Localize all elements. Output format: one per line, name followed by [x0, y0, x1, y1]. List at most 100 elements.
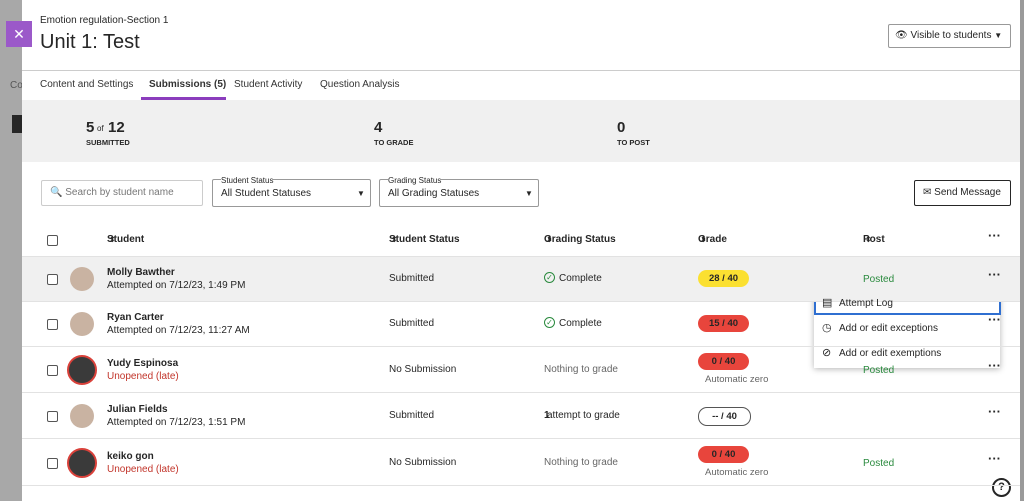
- grading-status: attempt to grade: [547, 410, 620, 421]
- menu-icon: ▤: [822, 297, 833, 309]
- row-divider: [22, 438, 1020, 439]
- stat-value: 0: [617, 119, 626, 136]
- filter-value: All Grading Statuses: [388, 188, 480, 199]
- post-status: Posted: [863, 274, 895, 285]
- student-detail: Attempted on 7/12/23, 1:51 PM: [107, 417, 246, 428]
- column-header[interactable]: Grade: [698, 234, 727, 245]
- row-actions[interactable]: ···: [988, 312, 1001, 327]
- grading-count: 1: [544, 410, 550, 421]
- divider: [22, 70, 1020, 71]
- grade-pill[interactable]: 0 / 40: [698, 446, 749, 463]
- student-status: Submitted: [389, 318, 435, 329]
- column-header[interactable]: Post: [863, 234, 885, 245]
- help-button[interactable]: ?: [992, 478, 1011, 497]
- grading-status: Nothing to grade: [544, 364, 618, 375]
- filter-value: All Student Statuses: [221, 188, 312, 199]
- grade-pill[interactable]: 0 / 40: [698, 353, 749, 370]
- student-status: Submitted: [389, 273, 435, 284]
- grading-status: Complete: [559, 273, 602, 284]
- row-divider: [22, 346, 1020, 347]
- stats-band: [22, 100, 1020, 162]
- grade-note: Automatic zero: [705, 374, 769, 385]
- row-checkbox[interactable]: [47, 365, 58, 376]
- sort-icon[interactable]: ⬍: [865, 235, 872, 244]
- student-name[interactable]: keiko gon: [107, 451, 154, 462]
- row-highlight: [22, 257, 1020, 301]
- row-actions[interactable]: ···: [988, 451, 1001, 466]
- student-name[interactable]: Julian Fields: [107, 404, 168, 415]
- row-actions[interactable]: ···: [988, 358, 1001, 373]
- check-icon: ✓: [544, 317, 555, 328]
- grade-pill[interactable]: 15 / 40: [698, 315, 749, 332]
- menu-icon: ⊘: [822, 347, 832, 359]
- grade-note: Automatic zero: [705, 467, 769, 478]
- student-status: No Submission: [389, 364, 457, 375]
- grading-status-filter[interactable]: Grading Status All Grading Statuses ▼: [379, 176, 539, 207]
- grading-status: Complete: [559, 318, 602, 329]
- filter-label: Grading Status: [388, 176, 442, 185]
- avatar: [67, 355, 97, 385]
- student-name[interactable]: Yudy Espinosa: [107, 358, 179, 369]
- post-status: Posted: [863, 365, 895, 376]
- student-status-filter[interactable]: Student Status All Student Statuses ▼: [212, 176, 371, 207]
- menu-item[interactable]: Add or edit exemptions: [839, 348, 942, 359]
- active-tab-indicator: [141, 97, 226, 100]
- more-actions[interactable]: ···: [988, 228, 1001, 243]
- menu-item[interactable]: Attempt Log: [839, 298, 893, 309]
- stat-label: TO GRADE: [374, 138, 414, 147]
- sort-icon[interactable]: ⬍: [391, 235, 398, 244]
- row-actions[interactable]: ···: [988, 404, 1001, 419]
- row-divider: [22, 392, 1020, 393]
- column-header[interactable]: Grading Status: [544, 234, 616, 245]
- avatar: [70, 267, 94, 291]
- page-title: Unit 1: Test: [40, 31, 140, 53]
- column-header[interactable]: Student: [107, 234, 145, 245]
- row-checkbox[interactable]: [47, 458, 58, 469]
- student-name[interactable]: Ryan Carter: [107, 312, 164, 323]
- sort-icon[interactable]: ⬍: [546, 235, 553, 244]
- header-checkbox[interactable]: [47, 235, 58, 246]
- filter-label: Student Status: [221, 176, 274, 185]
- row-checkbox[interactable]: [47, 274, 58, 285]
- tab[interactable]: Student Activity: [234, 79, 303, 90]
- tab[interactable]: Question Analysis: [320, 79, 400, 90]
- search-placeholder: Search by student name: [65, 187, 174, 198]
- grade-pill[interactable]: -- / 40: [698, 407, 751, 426]
- caret: ▼: [525, 189, 533, 198]
- avatar: [67, 448, 97, 478]
- stat-value: 4: [374, 119, 383, 136]
- visibility-button[interactable]: 👁 Visible to students ▼: [888, 24, 1011, 48]
- grading-status: Nothing to grade: [544, 457, 618, 468]
- visibility-label: Visible to students: [910, 30, 992, 41]
- stat-total: 12: [108, 119, 125, 136]
- student-detail: Attempted on 7/12/23, 1:49 PM: [107, 280, 246, 291]
- panel: Emotion regulation-Section 1 Unit 1: Tes…: [22, 0, 1020, 501]
- row-actions[interactable]: ···: [988, 267, 1001, 282]
- avatar: [70, 312, 94, 336]
- student-name[interactable]: Molly Bawther: [107, 267, 175, 278]
- sort-icon[interactable]: ⬍: [109, 235, 116, 244]
- student-detail: Unopened (late): [107, 371, 179, 382]
- tab[interactable]: Submissions (5): [149, 79, 227, 90]
- sort-icon[interactable]: ⬍: [700, 235, 707, 244]
- close-button[interactable]: ✕: [6, 21, 32, 47]
- menu-item[interactable]: Add or edit exceptions: [839, 323, 938, 334]
- avatar: [70, 404, 94, 428]
- stat-label: SUBMITTED: [86, 138, 130, 147]
- row-checkbox[interactable]: [47, 319, 58, 330]
- header-line: [22, 256, 1020, 257]
- search-box[interactable]: 🔍 Search by student name: [41, 180, 203, 206]
- course-name: Emotion regulation-Section 1: [40, 15, 169, 26]
- send-message-label: Send Message: [934, 187, 1001, 198]
- row-checkbox[interactable]: [47, 411, 58, 422]
- send-message-button[interactable]: ✉ Send Message: [914, 180, 1011, 206]
- stat-value: 5: [86, 119, 95, 136]
- stat-of: of: [97, 124, 104, 133]
- background-block: [12, 115, 22, 133]
- grade-pill[interactable]: 28 / 40: [698, 270, 749, 287]
- tab[interactable]: Content and Settings: [40, 79, 134, 90]
- background-tab: Co: [10, 80, 23, 91]
- post-status: Posted: [863, 458, 895, 469]
- column-header[interactable]: Student Status: [389, 234, 460, 245]
